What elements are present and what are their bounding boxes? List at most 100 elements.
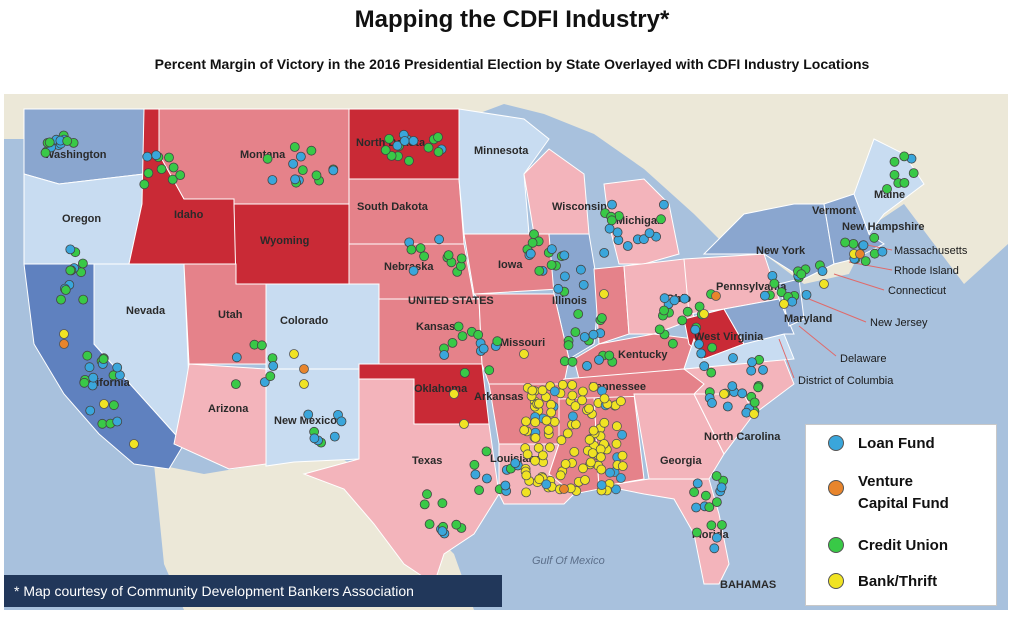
state-minnesota[interactable] [458, 108, 550, 235]
cdfi-marker [456, 253, 467, 264]
cdfi-marker [753, 382, 763, 393]
cdfi-marker [299, 364, 309, 374]
cdfi-marker [59, 329, 69, 339]
cdfi-marker [559, 250, 570, 261]
cdfi-marker [329, 431, 340, 442]
state-washington[interactable] [23, 108, 145, 185]
label-missouri: Missouri [500, 337, 545, 349]
cdfi-marker [728, 353, 738, 363]
cdfi-marker [306, 145, 317, 156]
cdfi-marker [546, 407, 556, 418]
cdfi-marker [817, 266, 828, 277]
cdfi-marker [659, 293, 670, 304]
cdfi-marker [437, 526, 448, 537]
state-wisconsin[interactable] [523, 148, 590, 235]
us-election-cdfi-map[interactable]: Washington Oregon California Nevada Idah… [4, 94, 1008, 610]
cdfi-marker [560, 271, 570, 282]
cdfi-marker [470, 469, 481, 480]
legend-label: Credit Union [858, 537, 948, 554]
cdfi-marker [521, 470, 532, 481]
cdfi-marker [549, 416, 560, 427]
cdfi-marker [60, 285, 71, 295]
cdfi-marker [392, 140, 403, 151]
label-nevada: Nevada [126, 305, 166, 317]
cdfi-marker [599, 247, 610, 258]
cdfi-marker [415, 243, 426, 254]
cdfi-marker [604, 223, 615, 234]
cdfi-marker [424, 519, 435, 530]
cdfi-marker [484, 365, 495, 376]
cdfi-marker [549, 386, 560, 397]
cdfi-marker [268, 361, 279, 371]
cdfi-marker [534, 398, 544, 409]
cdfi-marker [519, 349, 529, 359]
legend-item-bank-thrift: Bank/Thrift [828, 571, 937, 593]
cdfi-marker [44, 137, 55, 148]
state-new-mexico[interactable] [265, 368, 360, 467]
state-maryland[interactable] [723, 298, 795, 345]
cdfi-marker [573, 309, 584, 319]
label-kentucky: Kentucky [618, 349, 668, 361]
label-bahamas: BAHAMAS [720, 579, 776, 591]
label-new-hampshire: New Hampshire [842, 221, 925, 233]
cdfi-marker [139, 179, 150, 190]
cdfi-marker [567, 356, 578, 367]
cdfi-marker [659, 305, 669, 316]
cdfi-marker [522, 449, 533, 460]
page-title: Mapping the CDFI Industry* [0, 6, 1024, 34]
cdfi-marker [607, 199, 617, 210]
state-georgia[interactable] [633, 393, 725, 480]
cdfi-marker [588, 329, 599, 340]
cdfi-marker [267, 175, 278, 185]
cdfi-marker [588, 381, 599, 392]
cdfi-marker [578, 463, 588, 474]
cdfi-marker [151, 150, 162, 161]
cdfi-marker [758, 364, 768, 375]
cdfi-marker [696, 348, 707, 359]
legend-label-line-2: Capital Fund [858, 495, 949, 512]
cdfi-marker [606, 215, 617, 226]
state-texas[interactable] [302, 378, 500, 585]
cdfi-marker [848, 238, 859, 249]
cdfi-marker [584, 403, 594, 414]
label-south-dakota: South Dakota [357, 201, 429, 213]
cdfi-marker [328, 165, 339, 176]
cdfi-marker [616, 396, 626, 407]
cdfi-marker [164, 152, 174, 163]
cdfi-marker [669, 295, 680, 306]
cdfi-marker [408, 265, 419, 276]
cdfi-marker [711, 471, 722, 481]
cdfi-marker [712, 532, 722, 543]
cdfi-marker [474, 485, 485, 496]
cdfi-marker [694, 301, 705, 312]
cdfi-marker [712, 497, 722, 508]
label-west-virginia: West Virginia [694, 331, 764, 343]
label-new-jersey: New Jersey [870, 317, 928, 329]
cdfi-marker [404, 155, 414, 166]
label-washington: Washington [44, 149, 107, 161]
label-minnesota: Minnesota [474, 145, 529, 157]
state-ohio[interactable] [623, 258, 695, 335]
cdfi-marker [419, 499, 430, 510]
map-legend: Loan Fund Venture Capital Fund Credit Un… [805, 424, 997, 606]
cdfi-marker [422, 489, 432, 500]
cdfi-marker [690, 324, 701, 335]
cdfi-marker [230, 379, 241, 390]
cdfi-marker [299, 379, 309, 389]
cdfi-marker [541, 479, 552, 490]
cdfi-marker [760, 290, 770, 301]
cdfi-marker [706, 520, 717, 531]
cdfi-marker [707, 398, 717, 408]
cdfi-marker [599, 289, 609, 299]
cdfi-marker [801, 289, 812, 300]
title-text: Mapping the CDFI Industry [354, 6, 660, 33]
label-texas: Texas [412, 455, 442, 467]
label-michigan: Michigan [616, 215, 664, 227]
cdfi-marker [711, 291, 721, 301]
cdfi-marker [78, 258, 88, 269]
loan-fund-dot-icon [828, 435, 844, 451]
cdfi-marker [616, 473, 626, 483]
cdfi-marker [569, 446, 580, 457]
cdfi-marker [594, 354, 604, 365]
cdfi-marker [156, 164, 167, 174]
